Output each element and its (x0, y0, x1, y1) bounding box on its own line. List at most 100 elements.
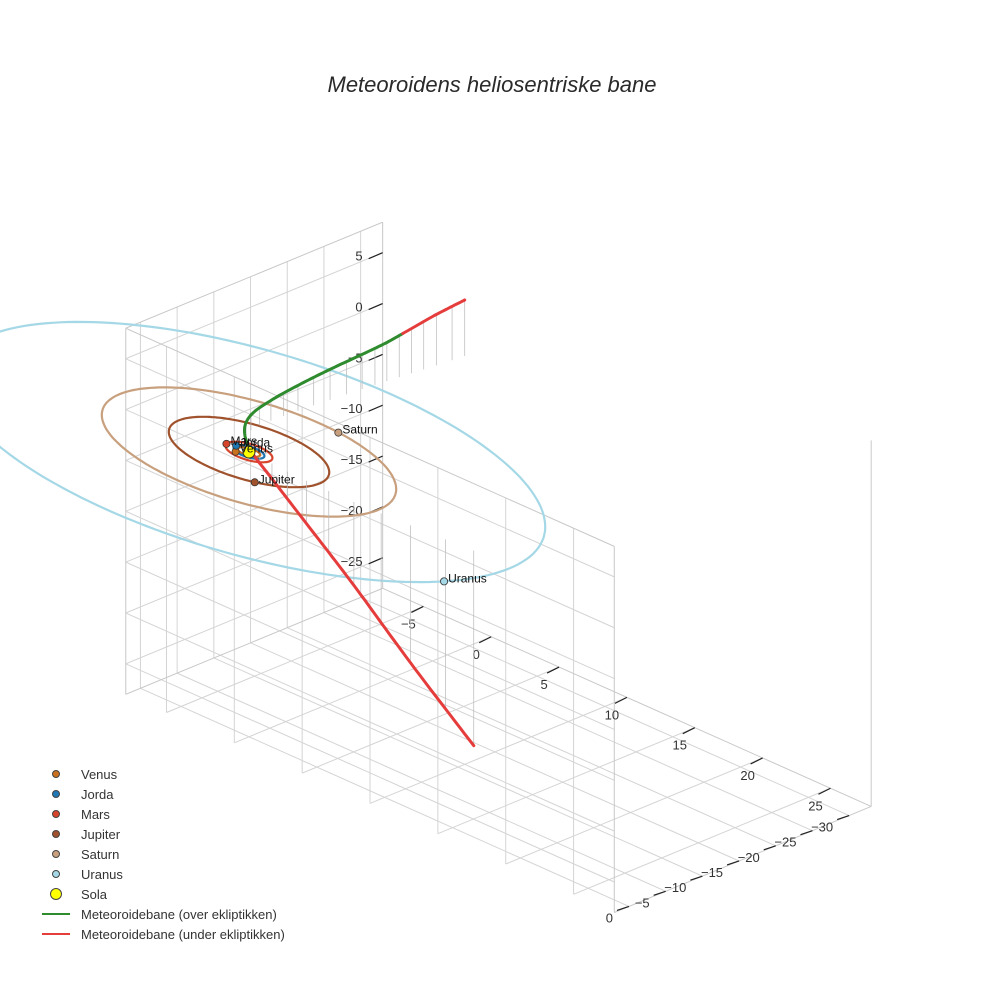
x-tick-label: 20 (740, 768, 754, 783)
legend-item[interactable]: Meteoroidebane (over ekliptikken) (38, 904, 285, 924)
box-edge (125, 327, 615, 547)
y-tick-mark (763, 845, 776, 851)
y-tick-mark (836, 814, 850, 821)
x-tick-label: 10 (605, 707, 619, 722)
legend-label: Uranus (81, 866, 123, 882)
grid-line (323, 612, 813, 832)
planet-label-jorda: Jorda (240, 436, 270, 450)
planet-jupiter[interactable] (250, 478, 259, 487)
planet-label-uranus: Uranus (448, 571, 487, 585)
grid-line (125, 459, 615, 680)
legend-item[interactable]: Meteoroidebane (under ekliptikken) (38, 924, 285, 944)
trajectory-over-segment (243, 332, 405, 453)
legend-item[interactable]: Uranus (38, 864, 285, 884)
z-tick-mark (368, 455, 383, 463)
legend-symbol (38, 884, 74, 904)
planet-label-venus: Venus (240, 442, 273, 456)
legend-label: Jorda (81, 786, 114, 802)
grid-line (125, 455, 383, 563)
y-tick-label: −25 (774, 835, 796, 850)
y-tick-mark (690, 875, 703, 881)
x-tick-mark (478, 636, 492, 644)
trajectory-under-segment (401, 298, 467, 335)
legend-label: Meteoroidebane (over ekliptikken) (81, 906, 277, 922)
z-tick-label: 0 (355, 300, 362, 315)
planet-label-mars: Mars (230, 434, 257, 448)
box-edge (125, 587, 383, 695)
planet-saturn[interactable] (334, 428, 343, 437)
grid-line (125, 353, 383, 461)
legend-label: Mars (81, 806, 110, 822)
legend[interactable]: Venus Jorda Mars Jupiter Saturn Uranus Sola Met… (38, 764, 285, 944)
grid-line (125, 561, 615, 781)
x-tick-label: 15 (673, 738, 687, 753)
y-tick-mark (653, 890, 666, 896)
legend-symbol (38, 844, 74, 864)
y-tick-mark (800, 830, 813, 836)
grid-line (213, 657, 703, 877)
planet-jorda[interactable] (232, 441, 241, 450)
y-tick-label: −10 (664, 880, 686, 895)
x-tick-mark (682, 727, 696, 735)
planet-uranus[interactable] (440, 577, 449, 586)
legend-item[interactable]: Jupiter (38, 824, 285, 844)
legend-item[interactable]: Mars (38, 804, 285, 824)
grid-line (125, 252, 383, 360)
chart-title: Meteoroidens heliosentriske bane (327, 72, 657, 97)
legend-symbol (38, 824, 74, 844)
grid-line (140, 687, 630, 907)
x-tick-label: 0 (473, 647, 480, 662)
x-tick-mark (750, 757, 763, 765)
y-tick-mark (616, 905, 630, 912)
z-tick-mark (368, 404, 383, 412)
z-tick-mark (368, 353, 383, 361)
legend-symbol (38, 784, 74, 804)
sun-marker[interactable] (242, 445, 256, 459)
x-tick-mark (818, 787, 831, 795)
legend-item[interactable]: Sola (38, 884, 285, 904)
y-tick-label: −15 (701, 865, 723, 880)
planet-label-jupiter: Jupiter (259, 472, 295, 486)
x-tick-mark (546, 666, 560, 674)
legend-symbol (38, 764, 74, 784)
legend-symbol (38, 924, 74, 944)
z-tick-label: −25 (341, 554, 363, 569)
legend-symbol (38, 904, 74, 924)
grid-line (250, 642, 740, 862)
grid-line (166, 606, 424, 713)
trajectory-under-segment (249, 449, 476, 748)
grid-line (125, 409, 615, 629)
orbit-saturn (100, 386, 398, 518)
x-tick-label: −5 (401, 616, 416, 631)
x-tick-mark (614, 696, 628, 704)
planet-mars[interactable] (222, 439, 231, 448)
legend-symbol (38, 864, 74, 884)
x-tick-mark (411, 605, 424, 614)
y-tick-label: −20 (738, 850, 760, 865)
legend-item[interactable]: Jorda (38, 784, 285, 804)
y-tick-mark (726, 860, 740, 866)
legend-item[interactable]: Saturn (38, 844, 285, 864)
axis-ticks: −50510152025−30−25−20−15−10−5050−5−10−15… (341, 249, 850, 925)
grid-line (505, 757, 763, 865)
x-tick-label: 5 (540, 677, 547, 692)
grid-line (125, 358, 615, 578)
legend-label: Meteoroidebane (under ekliptikken) (81, 926, 285, 942)
grid-line (360, 596, 850, 816)
y-tick-label: −5 (635, 895, 650, 910)
x-tick-label: 25 (808, 798, 822, 813)
legend-symbol (38, 804, 74, 824)
grid-line (573, 787, 831, 895)
box-edge (614, 805, 872, 913)
z-tick-mark (368, 252, 383, 260)
legend-label: Venus (81, 766, 118, 782)
grid-line (125, 303, 383, 411)
legend-item[interactable]: Venus (38, 764, 285, 784)
box-edge (125, 221, 383, 329)
grid-line (287, 627, 776, 847)
y-tick-label: 0 (606, 910, 613, 925)
legend-label: Saturn (81, 846, 120, 862)
z-tick-label: 5 (355, 249, 362, 264)
